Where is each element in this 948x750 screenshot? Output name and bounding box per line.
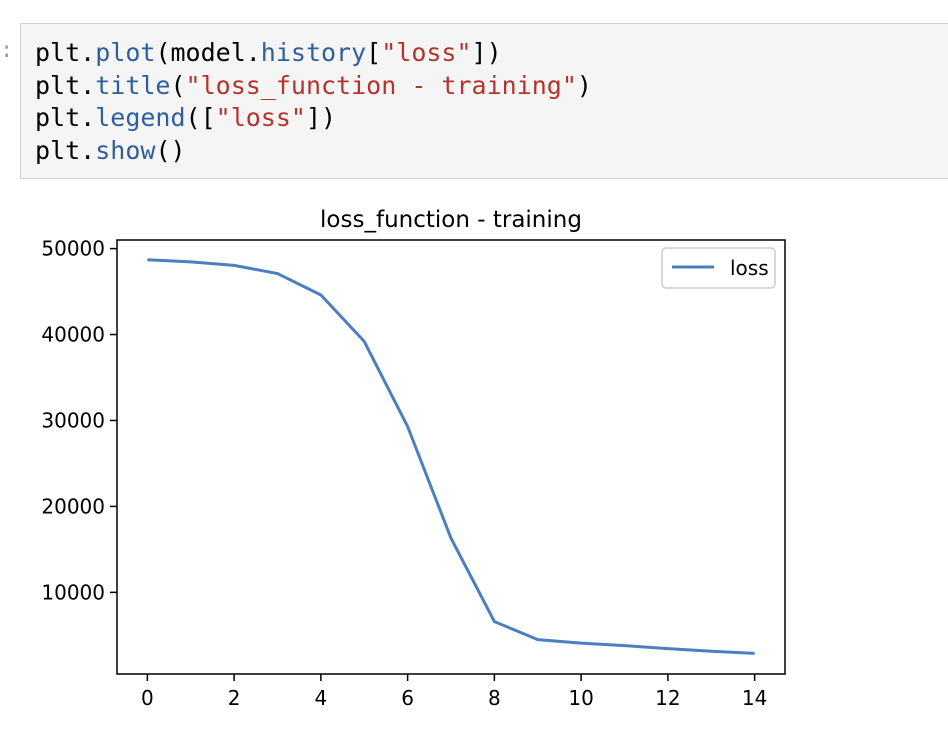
code-token: [ [366, 38, 382, 67]
series-line-loss [147, 258, 755, 655]
x-tick-label: 0 [141, 686, 154, 710]
code-token: title [95, 70, 171, 100]
y-tick-label: 10000 [41, 580, 105, 604]
code-token: ]) [305, 103, 337, 132]
code-token: () [155, 135, 186, 165]
code-token: plt. [35, 38, 96, 67]
x-tick-label: 10 [568, 686, 593, 710]
code-token: "loss" [381, 38, 472, 67]
code-token: "loss_function - training" [185, 70, 577, 100]
code-cell[interactable]: plt.plot(model.history["loss"]) plt.title… [20, 23, 948, 179]
chart-title: loss_function - training [320, 207, 582, 233]
cell-prompt: : [0, 38, 14, 63]
code-token: show [95, 135, 156, 165]
x-tick-label: 8 [488, 686, 501, 710]
code-token: history [260, 38, 367, 67]
x-tick-label: 6 [401, 686, 414, 710]
x-tick-label: 12 [655, 686, 680, 710]
code-line: plt.show() [35, 135, 592, 168]
code-token: plt. [35, 70, 96, 100]
code-token: plt. [35, 103, 96, 132]
y-tick-label: 30000 [41, 408, 105, 432]
loss-chart: 0 2 4 6 8 10 12 14 10000 20000 30000 40000 50000 los… [41, 207, 786, 710]
code-token: ]) [471, 38, 502, 67]
code-token: (model. [155, 38, 261, 67]
code-line: plt.title("loss_function - training") [35, 70, 592, 103]
plot-frame [116, 239, 786, 675]
x-tick-label: 4 [315, 686, 328, 710]
legend: loss [661, 247, 776, 289]
code-editor[interactable]: plt.plot(model.history["loss"]) plt.title… [35, 37, 592, 167]
code-token: plt. [35, 135, 96, 165]
x-tick-label: 14 [742, 686, 767, 710]
y-tick-label: 40000 [41, 323, 105, 347]
legend-label: loss [730, 256, 769, 280]
y-tick-label: 50000 [41, 237, 105, 261]
code-token: plot [95, 38, 156, 67]
y-tick-label: 20000 [41, 494, 105, 518]
cell-output: 0 2 4 6 8 10 12 14 10000 20000 30000 40000 50000 los… [0, 190, 948, 746]
code-token: legend [95, 103, 186, 132]
legend-box [661, 247, 776, 289]
x-tick-label: 2 [228, 686, 241, 710]
code-token: "loss" [215, 103, 306, 132]
code-token: ) [576, 70, 592, 100]
code-token: ( [170, 70, 186, 100]
code-line: plt.legend(["loss"]) [35, 102, 592, 135]
plot-background [117, 240, 785, 674]
code-line: plt.plot(model.history["loss"]) [35, 37, 592, 70]
code-token: ([ [185, 103, 216, 132]
